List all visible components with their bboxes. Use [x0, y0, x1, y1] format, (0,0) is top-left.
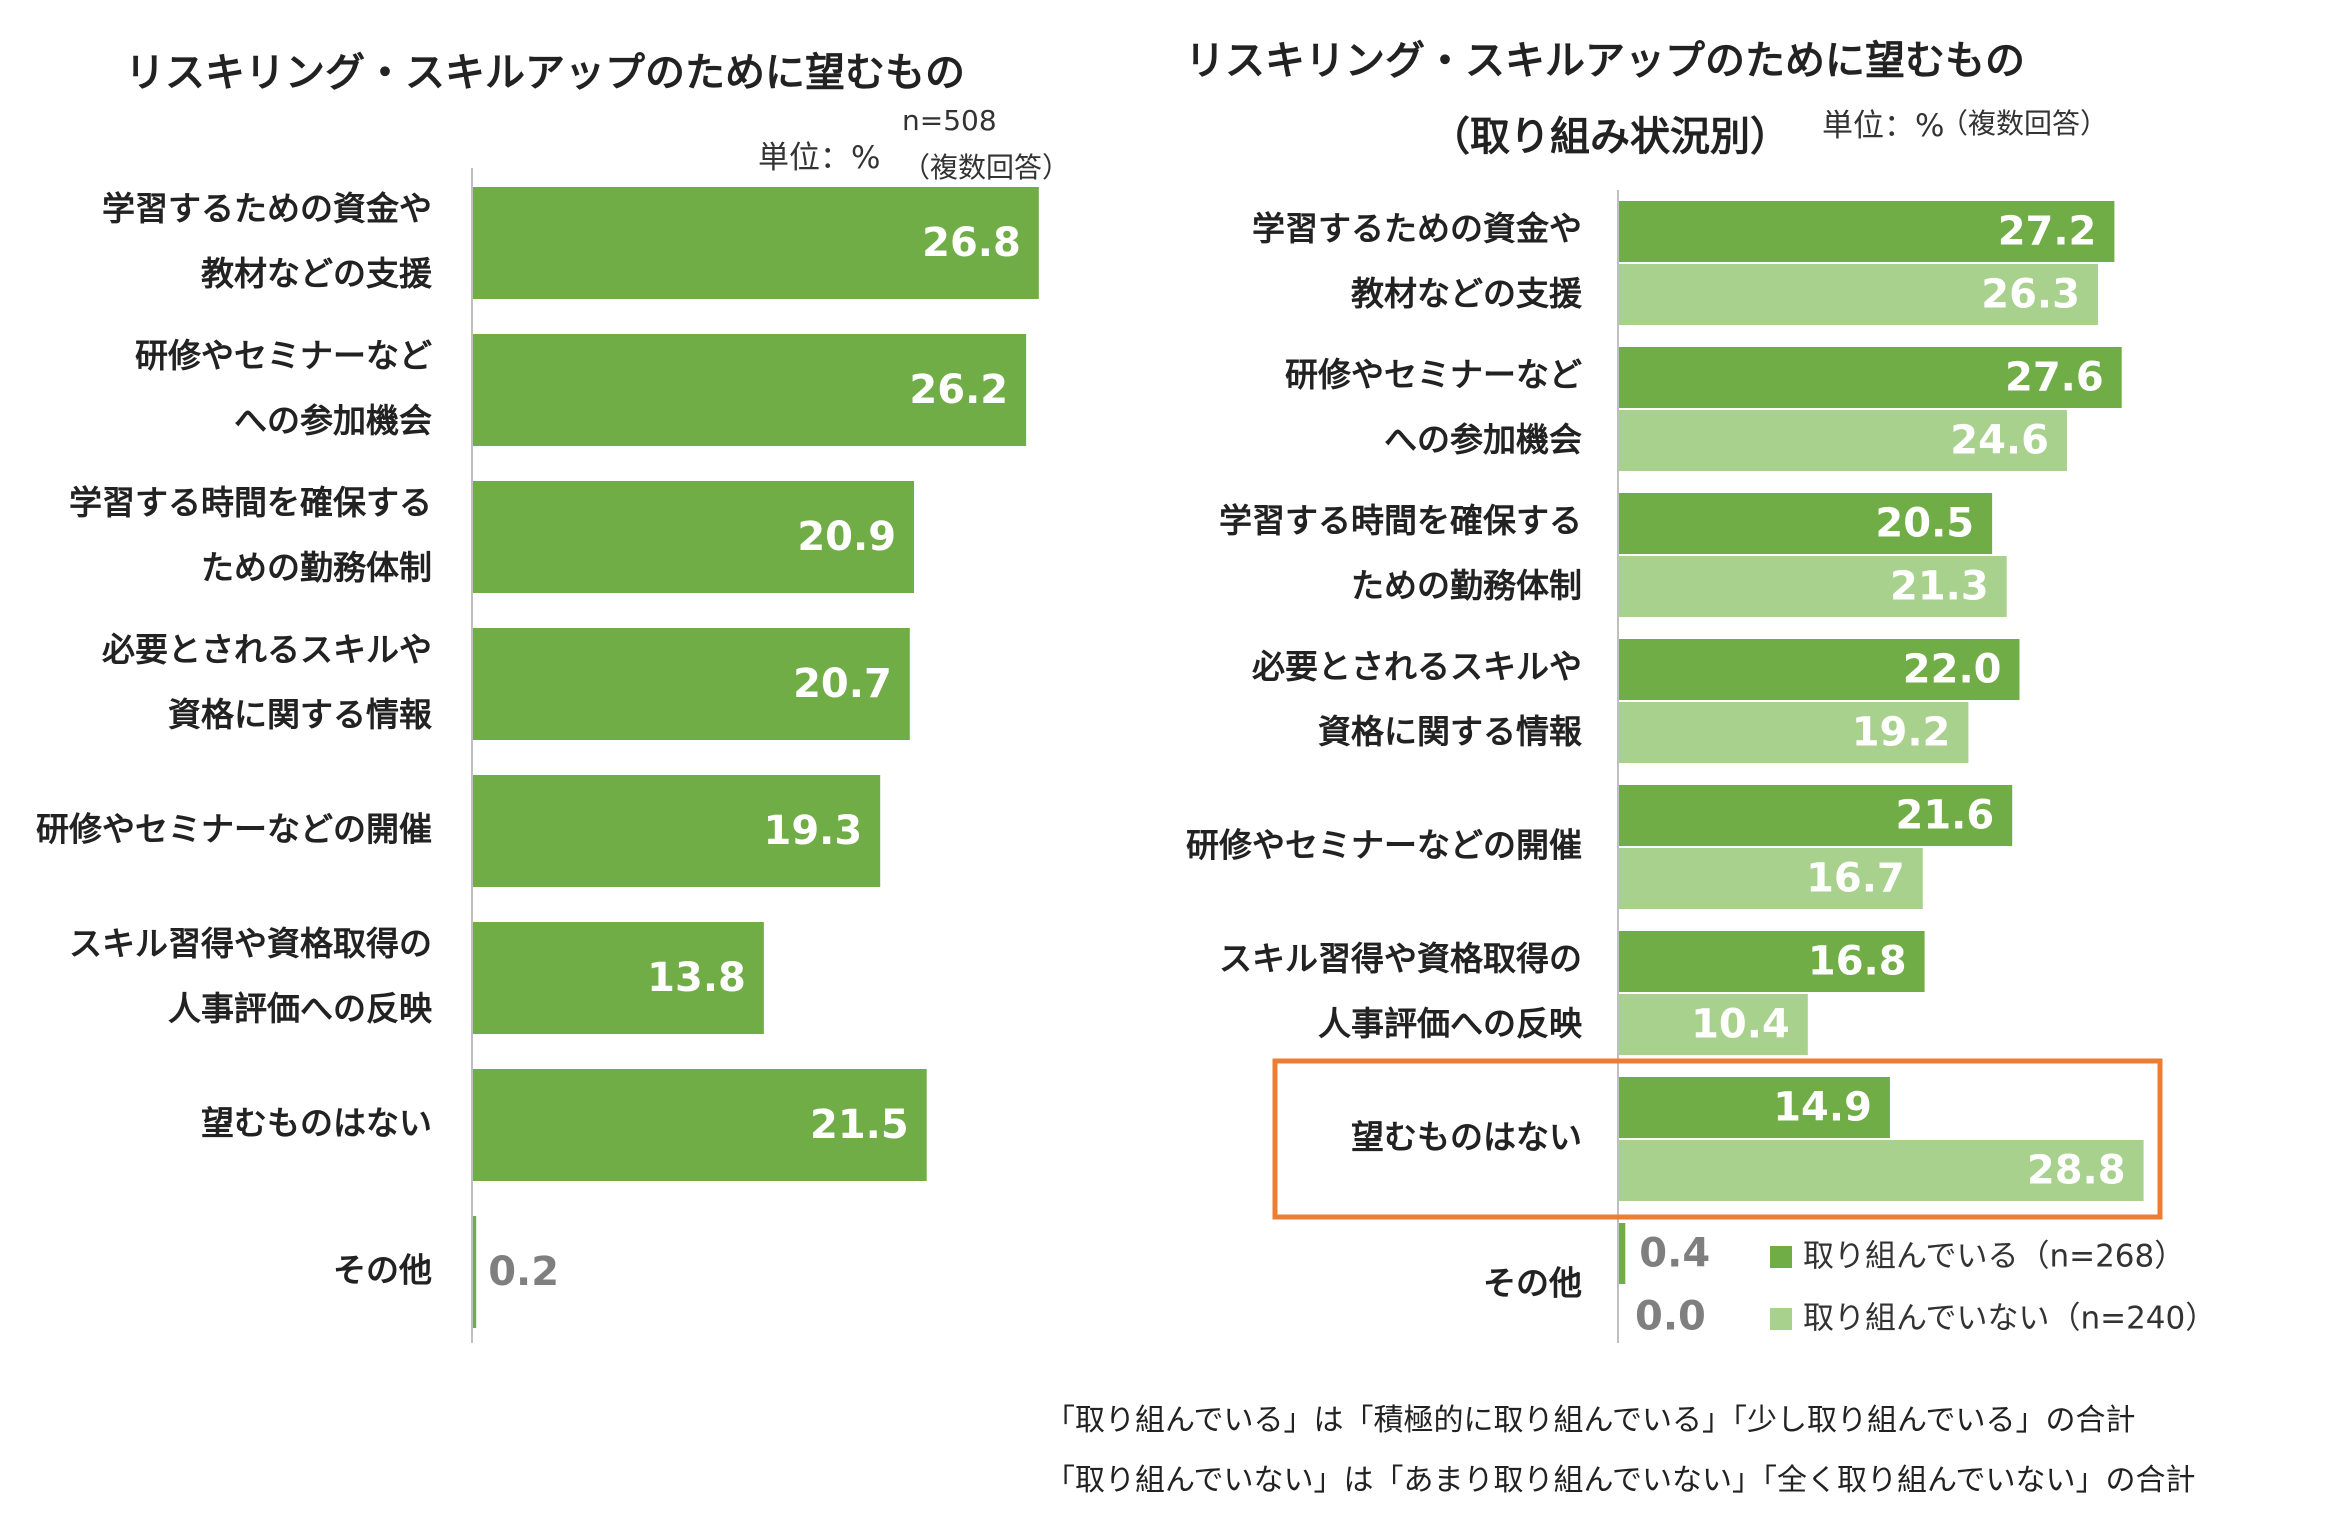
left-category-label-line: その他	[333, 1251, 432, 1290]
right-bar-not-engaged-value-label: 10.4	[1691, 1002, 1790, 1048]
right-chart-title: リスキリング・スキルアップのために望むもの	[1185, 38, 2025, 84]
left-category-label-line: 資格に関する情報	[168, 695, 432, 734]
left-multi-label: （複数回答）	[902, 151, 1071, 184]
right-bar-not-engaged-value-label: 24.6	[1950, 418, 2049, 464]
left-category-label-line: ための勤務体制	[201, 548, 432, 587]
highlight-box	[1272, 1058, 2163, 1220]
right-bar-engaged-value-label: 27.2	[1998, 209, 2097, 255]
left-bar	[472, 1216, 477, 1328]
right-bar-engaged-value-label: 20.5	[1875, 501, 1974, 547]
left-bar-value-label: 13.8	[647, 955, 746, 1001]
right-category-label-line: 研修やセミナーなど	[1285, 355, 1582, 394]
right-bar-engaged-value-label: 0.4	[1639, 1231, 1710, 1277]
right-category-label-line: 必要とされるスキルや	[1252, 647, 1582, 686]
left-bar-value-label: 21.5	[810, 1102, 909, 1148]
right-bar-engaged-value-label: 21.6	[1895, 793, 1994, 839]
right-bar-not-engaged-value-label: 0.0	[1635, 1294, 1706, 1340]
left-category-label-line: 人事評価への反映	[168, 989, 433, 1028]
right-category-label-line: ための勤務体制	[1351, 566, 1582, 605]
right-multi-label: （複数回答）	[1940, 107, 2109, 140]
left-bar-value-label: 26.2	[909, 367, 1008, 413]
right-unit-label: 単位：%	[1822, 108, 1945, 144]
right-bar-engaged-value-label: 27.6	[2005, 355, 2104, 401]
right-bar-engaged-value-label: 16.8	[1808, 939, 1907, 985]
left-bar-value-label: 0.2	[488, 1249, 559, 1295]
right-bar-not-engaged-value-label: 26.3	[1981, 272, 2080, 318]
right-bar-engaged	[1618, 1223, 1626, 1284]
left-category-label-line: への参加機会	[234, 401, 432, 440]
right-bar-engaged-value-label: 22.0	[1903, 647, 2002, 693]
right-bar-engaged-value-label: 14.9	[1773, 1085, 1872, 1131]
left-bar	[472, 1069, 927, 1181]
left-bar	[472, 922, 764, 1034]
legend-label-not-engaged: 取り組んでいない（n=240）	[1803, 1301, 2216, 1337]
right-category-label-line: 教材などの支援	[1351, 274, 1583, 313]
legend-label-engaged: 取り組んでいる（n=268）	[1803, 1239, 2185, 1275]
right-bar-not-engaged	[1618, 264, 2098, 325]
right-category-label-line: 研修やセミナーなどの開催	[1186, 826, 1582, 865]
right-category-label-line: 人事評価への反映	[1318, 1004, 1583, 1043]
right-category-label-line: 学習する時間を確保する	[1219, 501, 1582, 540]
legend-swatch-engaged	[1770, 1246, 1792, 1268]
right-category-label-line: その他	[1483, 1264, 1582, 1303]
left-bar	[472, 775, 881, 887]
right-bar-engaged	[1618, 785, 2013, 846]
right-bar-engaged	[1618, 201, 2115, 262]
left-bar-value-label: 19.3	[763, 808, 862, 854]
left-category-label-line: 望むものはない	[201, 1104, 432, 1143]
right-chart-subtitle: （取り組み状況別）	[1430, 114, 1790, 160]
footnote-2: 「取り組んでいない」は「あまり取り組んでいない」「全く取り組んでいない」の合計	[1045, 1463, 2196, 1498]
left-category-label-line: 必要とされるスキルや	[102, 630, 432, 669]
left-chart-title: リスキリング・スキルアップのために望むもの	[125, 50, 965, 96]
right-bar-not-engaged	[1618, 556, 2007, 617]
right-category-label-line: への参加機会	[1384, 420, 1582, 459]
left-bar-value-label: 20.7	[793, 661, 892, 707]
right-bar-not-engaged	[1618, 994, 1808, 1055]
left-category-label-line: 研修やセミナーなどの開催	[36, 810, 432, 849]
left-bar-value-label: 26.8	[922, 220, 1021, 266]
right-bar-not-engaged-value-label: 28.8	[2027, 1148, 2126, 1194]
left-n-label: n=508	[902, 104, 997, 137]
right-bar-engaged	[1618, 347, 2122, 408]
left-bar	[472, 628, 910, 740]
right-bar-not-engaged-value-label: 19.2	[1852, 710, 1951, 756]
right-bar-not-engaged-value-label: 21.3	[1890, 564, 1989, 610]
right-category-label-line: スキル習得や資格取得の	[1219, 939, 1582, 978]
right-bar-engaged	[1618, 493, 1993, 554]
left-category-label-line: 学習する時間を確保する	[69, 483, 432, 522]
right-category-label-line: 資格に関する情報	[1318, 712, 1582, 751]
left-bar	[472, 187, 1039, 299]
left-unit-label: 単位：%	[758, 140, 881, 176]
right-bar-not-engaged	[1618, 410, 2067, 471]
legend-swatch-not-engaged	[1770, 1308, 1792, 1330]
left-category-label-line: 教材などの支援	[201, 254, 433, 293]
right-bar-not-engaged	[1618, 848, 1923, 909]
left-category-label-line: 研修やセミナーなど	[135, 336, 432, 375]
right-bar-engaged	[1618, 931, 1925, 992]
right-category-label-line: 学習するための資金や	[1252, 209, 1582, 248]
footnote-1: 「取り組んでいる」は「積極的に取り組んでいる」「少し取り組んでいる」の合計	[1045, 1403, 2136, 1438]
left-category-label-line: 学習するための資金や	[102, 189, 432, 228]
left-category-label-line: スキル習得や資格取得の	[69, 924, 432, 963]
right-bar-not-engaged-value-label: 16.7	[1806, 856, 1905, 902]
left-bar	[472, 481, 915, 593]
right-bar-engaged	[1618, 639, 2020, 700]
right-bar-not-engaged	[1618, 702, 1969, 763]
right-bar-engaged	[1618, 1077, 1890, 1138]
right-category-label-line: 望むものはない	[1351, 1118, 1582, 1157]
left-bar	[472, 334, 1027, 446]
left-bar-value-label: 20.9	[797, 514, 896, 560]
right-bar-not-engaged	[1618, 1140, 2144, 1201]
